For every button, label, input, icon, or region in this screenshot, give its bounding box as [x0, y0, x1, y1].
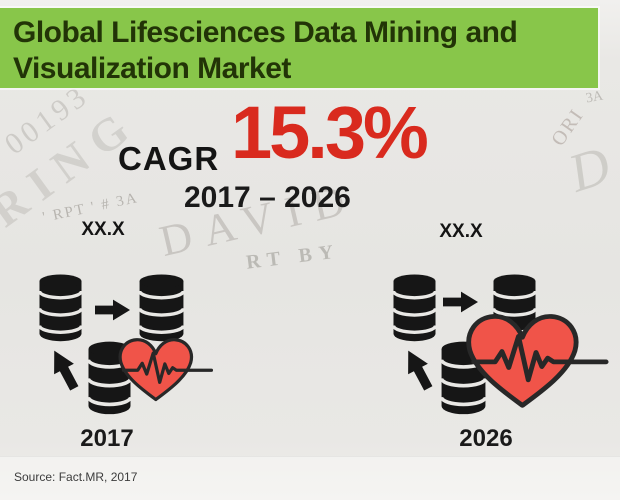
year-label-2026: 2026 — [459, 425, 513, 452]
watermark-text: RT BY — [244, 240, 342, 274]
year-label-2017: 2017 — [80, 425, 134, 452]
database-cylinder-icon — [38, 273, 83, 342]
watermark-text: 3A — [584, 88, 605, 107]
arrow-up-icon — [398, 345, 439, 394]
footer-band — [0, 456, 620, 500]
watermark-text: D — [561, 134, 618, 204]
market-value-2017: XX.X — [81, 219, 125, 240]
header-banner: Global Lifesciences Data Mining and Visu… — [0, 8, 598, 88]
watermark-text: ORI — [547, 104, 589, 151]
page-title-line1: Global Lifesciences Data Mining and — [13, 16, 518, 49]
arrow-up-icon — [44, 345, 85, 394]
heartbeat-heart-icon — [118, 338, 214, 402]
cagr-label: CAGR — [118, 140, 220, 177]
heartbeat-heart-icon — [464, 308, 610, 412]
database-cylinder-icon — [392, 273, 437, 342]
market-value-2026: XX.X — [439, 221, 483, 242]
page-title-line2: Visualization Market — [13, 52, 291, 85]
cagr-period: 2017 – 2026 — [184, 181, 351, 214]
arrow-right-icon — [95, 299, 130, 321]
source-note: Source: Fact.MR, 2017 — [14, 470, 138, 484]
cagr-value: 15.3% — [231, 91, 429, 174]
database-cylinder-icon — [138, 273, 185, 342]
